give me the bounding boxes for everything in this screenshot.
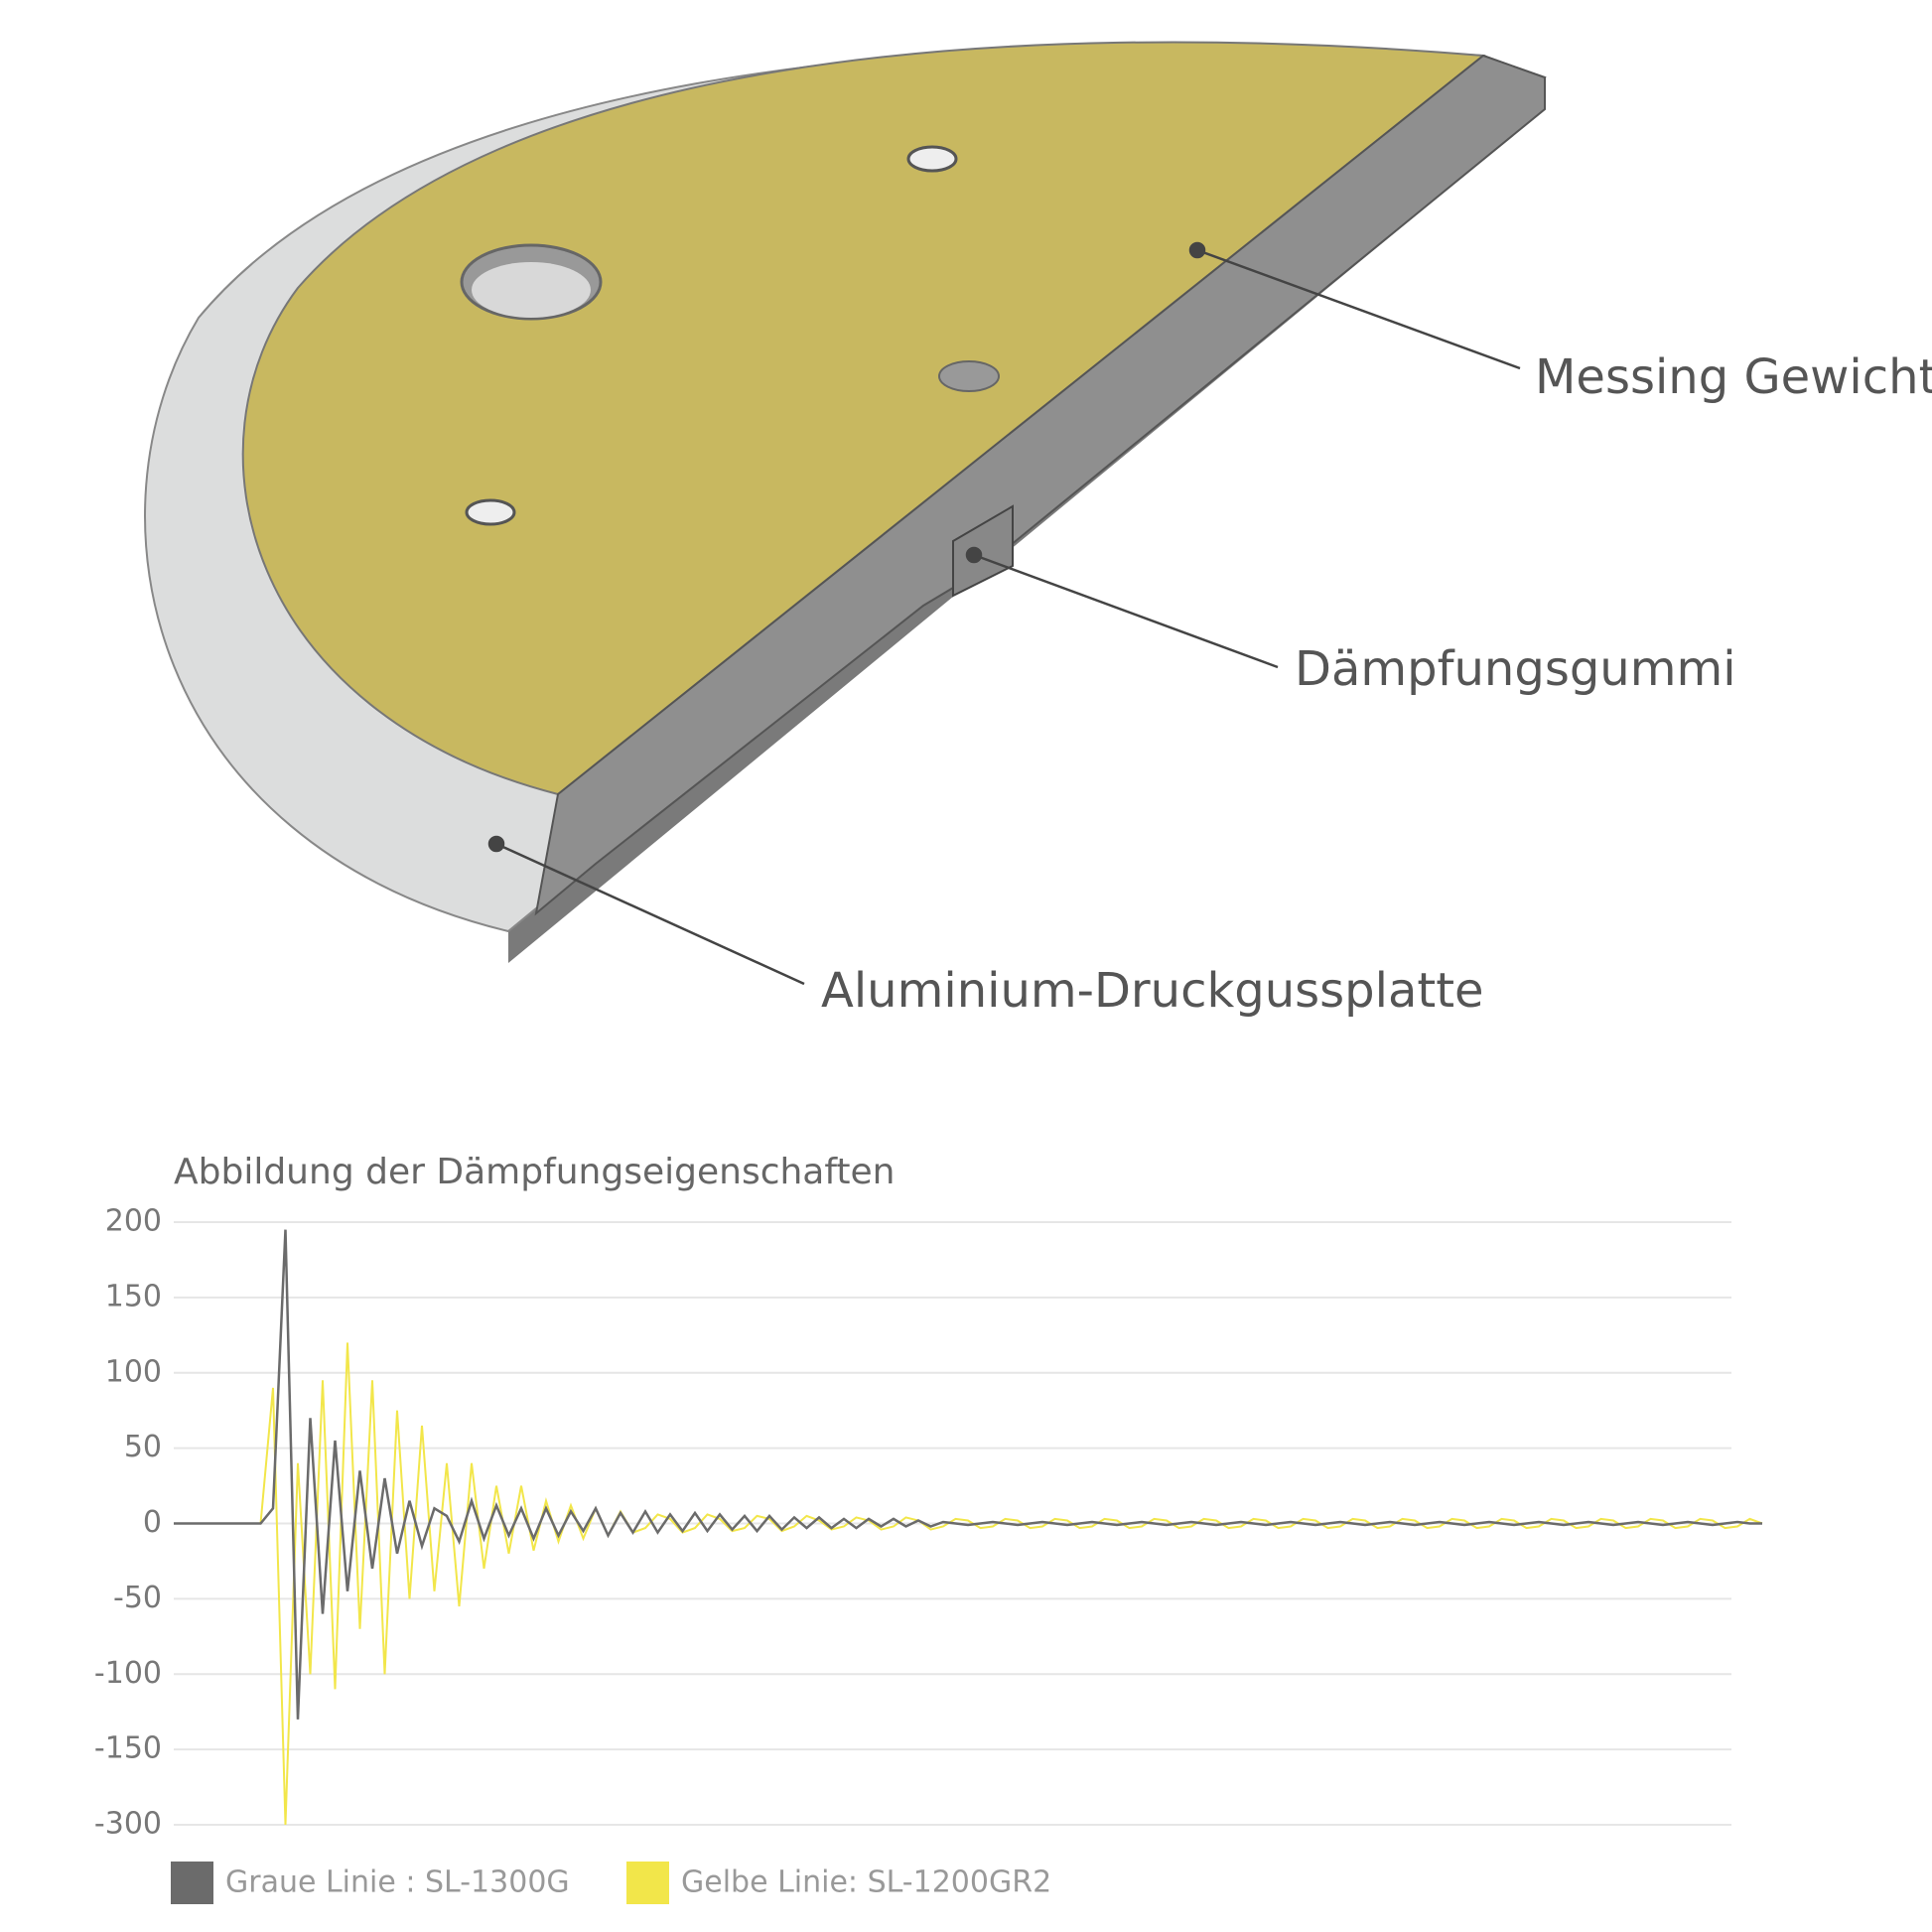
- leader-dot: [965, 546, 983, 564]
- y-tick-label: -300: [94, 1807, 162, 1842]
- small-hole: [938, 360, 1000, 392]
- leader-line: [1196, 248, 1521, 370]
- brass-weight: [241, 41, 1486, 796]
- screw: [906, 145, 958, 173]
- y-tick-label: 200: [105, 1204, 162, 1239]
- leader-lines: [487, 241, 1521, 986]
- y-tick-label: -50: [113, 1581, 162, 1615]
- legend-swatch: [626, 1862, 669, 1904]
- platter-illustration: Messing Gewicht Dämpfungsgummi Aluminium…: [144, 41, 1932, 1019]
- y-tick-label: -100: [94, 1656, 162, 1691]
- legend-label: Gelbe Linie: SL-1200GR2: [681, 1865, 1051, 1900]
- y-tick-label: 100: [105, 1354, 162, 1389]
- leader-line: [495, 842, 805, 986]
- y-tick-label: -150: [94, 1731, 162, 1766]
- y-tick-label: 50: [124, 1430, 162, 1464]
- label: Aluminium-Druckgussplatte: [821, 963, 1484, 1019]
- series-line: [174, 1342, 1763, 1826]
- legend-label: Graue Linie : SL-1300G: [225, 1865, 570, 1900]
- chart-title: Abbildung der Dämpfungseigenschaften: [174, 1152, 896, 1192]
- cross-section: [534, 54, 1546, 916]
- leader-line: [973, 553, 1279, 669]
- label: Dämpfungsgummi: [1295, 641, 1736, 697]
- chart: Abbildung der Dämpfungseigenschaften 200…: [94, 1152, 1763, 1904]
- hole-inner: [472, 262, 591, 318]
- y-tick-label: 0: [143, 1505, 162, 1540]
- leader-dot: [487, 835, 505, 853]
- leader-dot: [1188, 241, 1206, 259]
- damping-rubber: [952, 504, 1014, 598]
- legend-swatch: [171, 1862, 213, 1904]
- y-tick-label: 150: [105, 1279, 162, 1313]
- label: Messing Gewicht: [1535, 349, 1932, 405]
- series-line: [174, 1229, 1762, 1720]
- screw: [465, 498, 516, 526]
